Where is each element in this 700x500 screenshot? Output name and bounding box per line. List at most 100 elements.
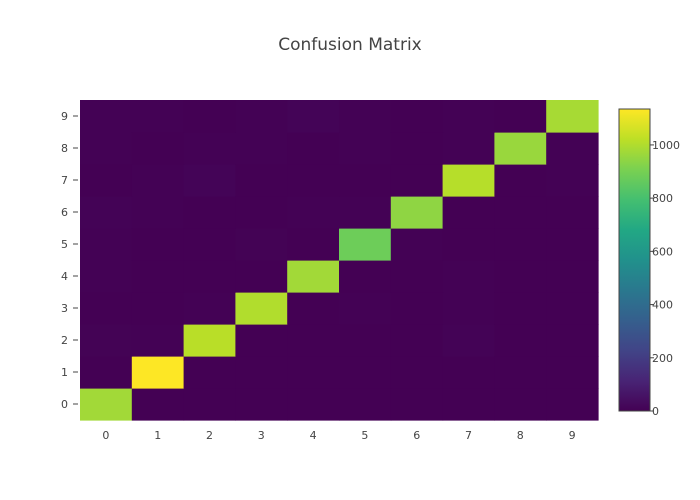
heatmap-cell (287, 164, 340, 197)
heatmap-cell (546, 196, 599, 229)
heatmap-cell (339, 388, 392, 421)
heatmap-cell (546, 292, 599, 325)
heatmap-cell (546, 388, 599, 421)
y-tick-label: 2 (61, 334, 68, 347)
heatmap-cell (390, 228, 444, 261)
heatmap-cell (235, 196, 288, 229)
heatmap-cell (546, 100, 599, 133)
heatmap-cell (235, 260, 288, 293)
x-tick-label: 5 (361, 429, 368, 442)
heatmap-cell (80, 324, 133, 357)
colorbar-gradient (618, 108, 651, 412)
heatmap-cell (494, 100, 547, 133)
colorbar-tick-label: 600 (652, 245, 673, 258)
heatmap-cell (131, 260, 185, 293)
heatmap-cell (390, 356, 444, 389)
y-tick-label: 3 (61, 302, 68, 315)
heatmap-cell (390, 324, 444, 357)
heatmap-cell (287, 228, 340, 261)
heatmap-cells (80, 100, 599, 421)
y-tick-label: 1 (61, 366, 68, 379)
colorbar-tick-label: 200 (652, 352, 673, 365)
heatmap-cell (235, 132, 288, 165)
heatmap-cell (80, 196, 133, 229)
heatmap-cell (183, 324, 236, 357)
heatmap-cell (442, 324, 495, 357)
heatmap-cell (494, 196, 547, 229)
heatmap-cell (494, 164, 547, 197)
heatmap-cell (494, 132, 547, 165)
heatmap-cell (80, 132, 133, 165)
chart-title: Confusion Matrix (278, 35, 422, 55)
heatmap-cell (546, 228, 599, 261)
heatmap-cell (131, 196, 185, 229)
heatmap-cell (235, 388, 288, 421)
heatmap-cell (546, 164, 599, 197)
colorbar-tick-label: 0 (652, 405, 659, 418)
colorbar-tick-label: 400 (652, 299, 673, 312)
x-tick-label: 9 (569, 429, 576, 442)
heatmap-cell (183, 356, 236, 389)
heatmap-cell (80, 260, 133, 293)
heatmap-cell (235, 164, 288, 197)
heatmap-cell (546, 356, 599, 389)
x-tick-label: 8 (517, 429, 524, 442)
heatmap-cell (131, 228, 185, 261)
heatmap-cell (287, 324, 340, 357)
heatmap-cell (235, 324, 288, 357)
heatmap-cell (287, 132, 340, 165)
heatmap-cell (546, 132, 599, 165)
heatmap-cell (131, 132, 185, 165)
heatmap-cell (494, 324, 547, 357)
x-axis-ticks: 0 1 2 3 4 5 6 7 8 9 (102, 429, 575, 442)
heatmap-cell (339, 164, 392, 197)
colorbar-tick-label: 800 (652, 192, 673, 205)
heatmap-cell (442, 292, 495, 325)
y-tick-label: 5 (61, 238, 68, 251)
heatmap-cell (131, 356, 185, 389)
heatmap-cell (494, 292, 547, 325)
heatmap-cell (339, 100, 392, 133)
heatmap-cell (339, 260, 392, 293)
heatmap-cell (442, 228, 495, 261)
heatmap-cell (339, 228, 392, 261)
heatmap-cell (287, 260, 340, 293)
heatmap-cell (494, 388, 547, 421)
x-tick-label: 2 (206, 429, 213, 442)
heatmap-cell (80, 292, 133, 325)
heatmap-cell (80, 388, 133, 421)
heatmap-cell (235, 228, 288, 261)
y-axis-ticks: 0 1 2 3 4 5 6 7 8 9 (61, 110, 78, 411)
heatmap-cell (442, 388, 495, 421)
heatmap-cell (494, 228, 547, 261)
heatmap-cell (339, 356, 392, 389)
colorbar: 0 200 400 600 800 1000 (618, 108, 680, 418)
heatmap-cell (287, 388, 340, 421)
heatmap-cell (183, 388, 236, 421)
heatmap-cell (390, 260, 444, 293)
heatmap-cell (390, 100, 444, 133)
heatmap-cell (442, 260, 495, 293)
x-tick-label: 1 (154, 429, 161, 442)
heatmap-cell (235, 100, 288, 133)
heatmap-cell (339, 196, 392, 229)
heatmap-cell (287, 356, 340, 389)
heatmap-cell (442, 164, 495, 197)
heatmap-cell (287, 196, 340, 229)
colorbar-tick-label: 1000 (652, 139, 680, 152)
x-tick-label: 3 (258, 429, 265, 442)
heatmap-cell (390, 196, 444, 229)
heatmap-cell (390, 132, 444, 165)
heatmap-cell (339, 292, 392, 325)
heatmap-cell (131, 324, 185, 357)
heatmap-cell (235, 356, 288, 389)
heatmap-cell (390, 292, 444, 325)
heatmap-cell (183, 164, 236, 197)
heatmap-cell (80, 356, 133, 389)
heatmap-cell (131, 388, 185, 421)
x-tick-label: 7 (465, 429, 472, 442)
y-tick-label: 7 (61, 174, 68, 187)
heatmap-cell (80, 100, 133, 133)
heatmap-cell (442, 356, 495, 389)
